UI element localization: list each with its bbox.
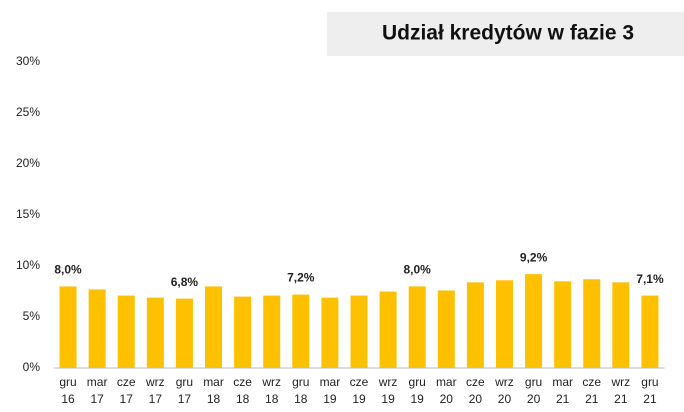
x-tick-label: wrz [611, 375, 631, 389]
bar [525, 274, 543, 368]
y-tick-label: 10% [16, 258, 40, 272]
x-tick-label: mar [320, 375, 341, 389]
x-tick-label: 19 [352, 392, 366, 406]
x-tick-label: 17 [90, 392, 104, 406]
x-tick-label: 20 [527, 392, 541, 406]
y-tick-label: 30% [16, 54, 40, 68]
bar [583, 279, 601, 368]
bar [117, 295, 135, 368]
x-tick-label: cze [350, 375, 369, 389]
bar [641, 295, 659, 368]
x-tick-label: 21 [614, 392, 628, 406]
y-tick-label: 5% [23, 309, 41, 323]
x-tick-label: mar [552, 375, 573, 389]
value-label: 6,8% [171, 275, 199, 289]
x-tick-label: 17 [178, 392, 192, 406]
x-tick-label: 20 [469, 392, 483, 406]
title-box [327, 12, 684, 56]
bar [59, 286, 77, 368]
bar [321, 297, 339, 368]
x-tick-label: mar [87, 375, 108, 389]
bar [495, 280, 513, 368]
x-tick-label: gru [59, 375, 76, 389]
bar [554, 281, 572, 368]
x-tick-label: gru [292, 375, 309, 389]
x-tick-label: gru [176, 375, 193, 389]
x-tick-label: 16 [61, 392, 75, 406]
y-tick-label: 20% [16, 156, 40, 170]
x-tick-label: cze [466, 375, 485, 389]
x-tick-label: 19 [381, 392, 395, 406]
bar [234, 296, 252, 368]
bar [437, 290, 455, 368]
bar [146, 297, 164, 368]
value-label: 8,0% [54, 263, 82, 277]
x-tick-label: cze [582, 375, 601, 389]
x-tick-label: cze [233, 375, 252, 389]
y-tick-label: 25% [16, 105, 40, 119]
x-tick-label: mar [203, 375, 224, 389]
x-tick-label: 18 [236, 392, 250, 406]
x-tick-label: 21 [585, 392, 599, 406]
x-tick-label: wrz [494, 375, 514, 389]
y-tick-label: 0% [23, 360, 41, 374]
bar [466, 282, 484, 368]
bar [350, 295, 368, 368]
chart-title: Udział kredytów w fazie 3 [382, 22, 634, 45]
x-tick-label: 18 [207, 392, 221, 406]
bar [292, 294, 310, 368]
y-tick-label: 15% [16, 207, 40, 221]
x-tick-label: 20 [498, 392, 512, 406]
x-tick-label: wrz [261, 375, 281, 389]
value-label: 9,2% [520, 250, 548, 264]
bar [88, 289, 106, 368]
x-tick-label: 17 [120, 392, 134, 406]
x-tick-label: wrz [378, 375, 398, 389]
x-tick-label: 20 [440, 392, 454, 406]
x-tick-label: gru [641, 375, 658, 389]
bar [408, 286, 426, 368]
bar [612, 282, 630, 368]
value-label: 7,2% [287, 271, 315, 285]
x-tick-label: 21 [643, 392, 657, 406]
x-tick-label: 19 [323, 392, 337, 406]
x-tick-label: 19 [411, 392, 425, 406]
bar [379, 291, 397, 368]
x-tick-label: gru [409, 375, 426, 389]
bar [263, 295, 281, 368]
value-label: 8,0% [404, 263, 432, 277]
x-tick-label: 18 [294, 392, 308, 406]
x-tick-label: cze [117, 375, 136, 389]
value-label: 7,1% [636, 272, 664, 286]
x-tick-label: wrz [145, 375, 165, 389]
bar [205, 286, 223, 368]
x-tick-label: gru [525, 375, 542, 389]
x-tick-label: mar [436, 375, 457, 389]
x-tick-label: 17 [149, 392, 163, 406]
bar [175, 298, 193, 368]
x-tick-label: 21 [556, 392, 570, 406]
x-tick-label: 18 [265, 392, 279, 406]
